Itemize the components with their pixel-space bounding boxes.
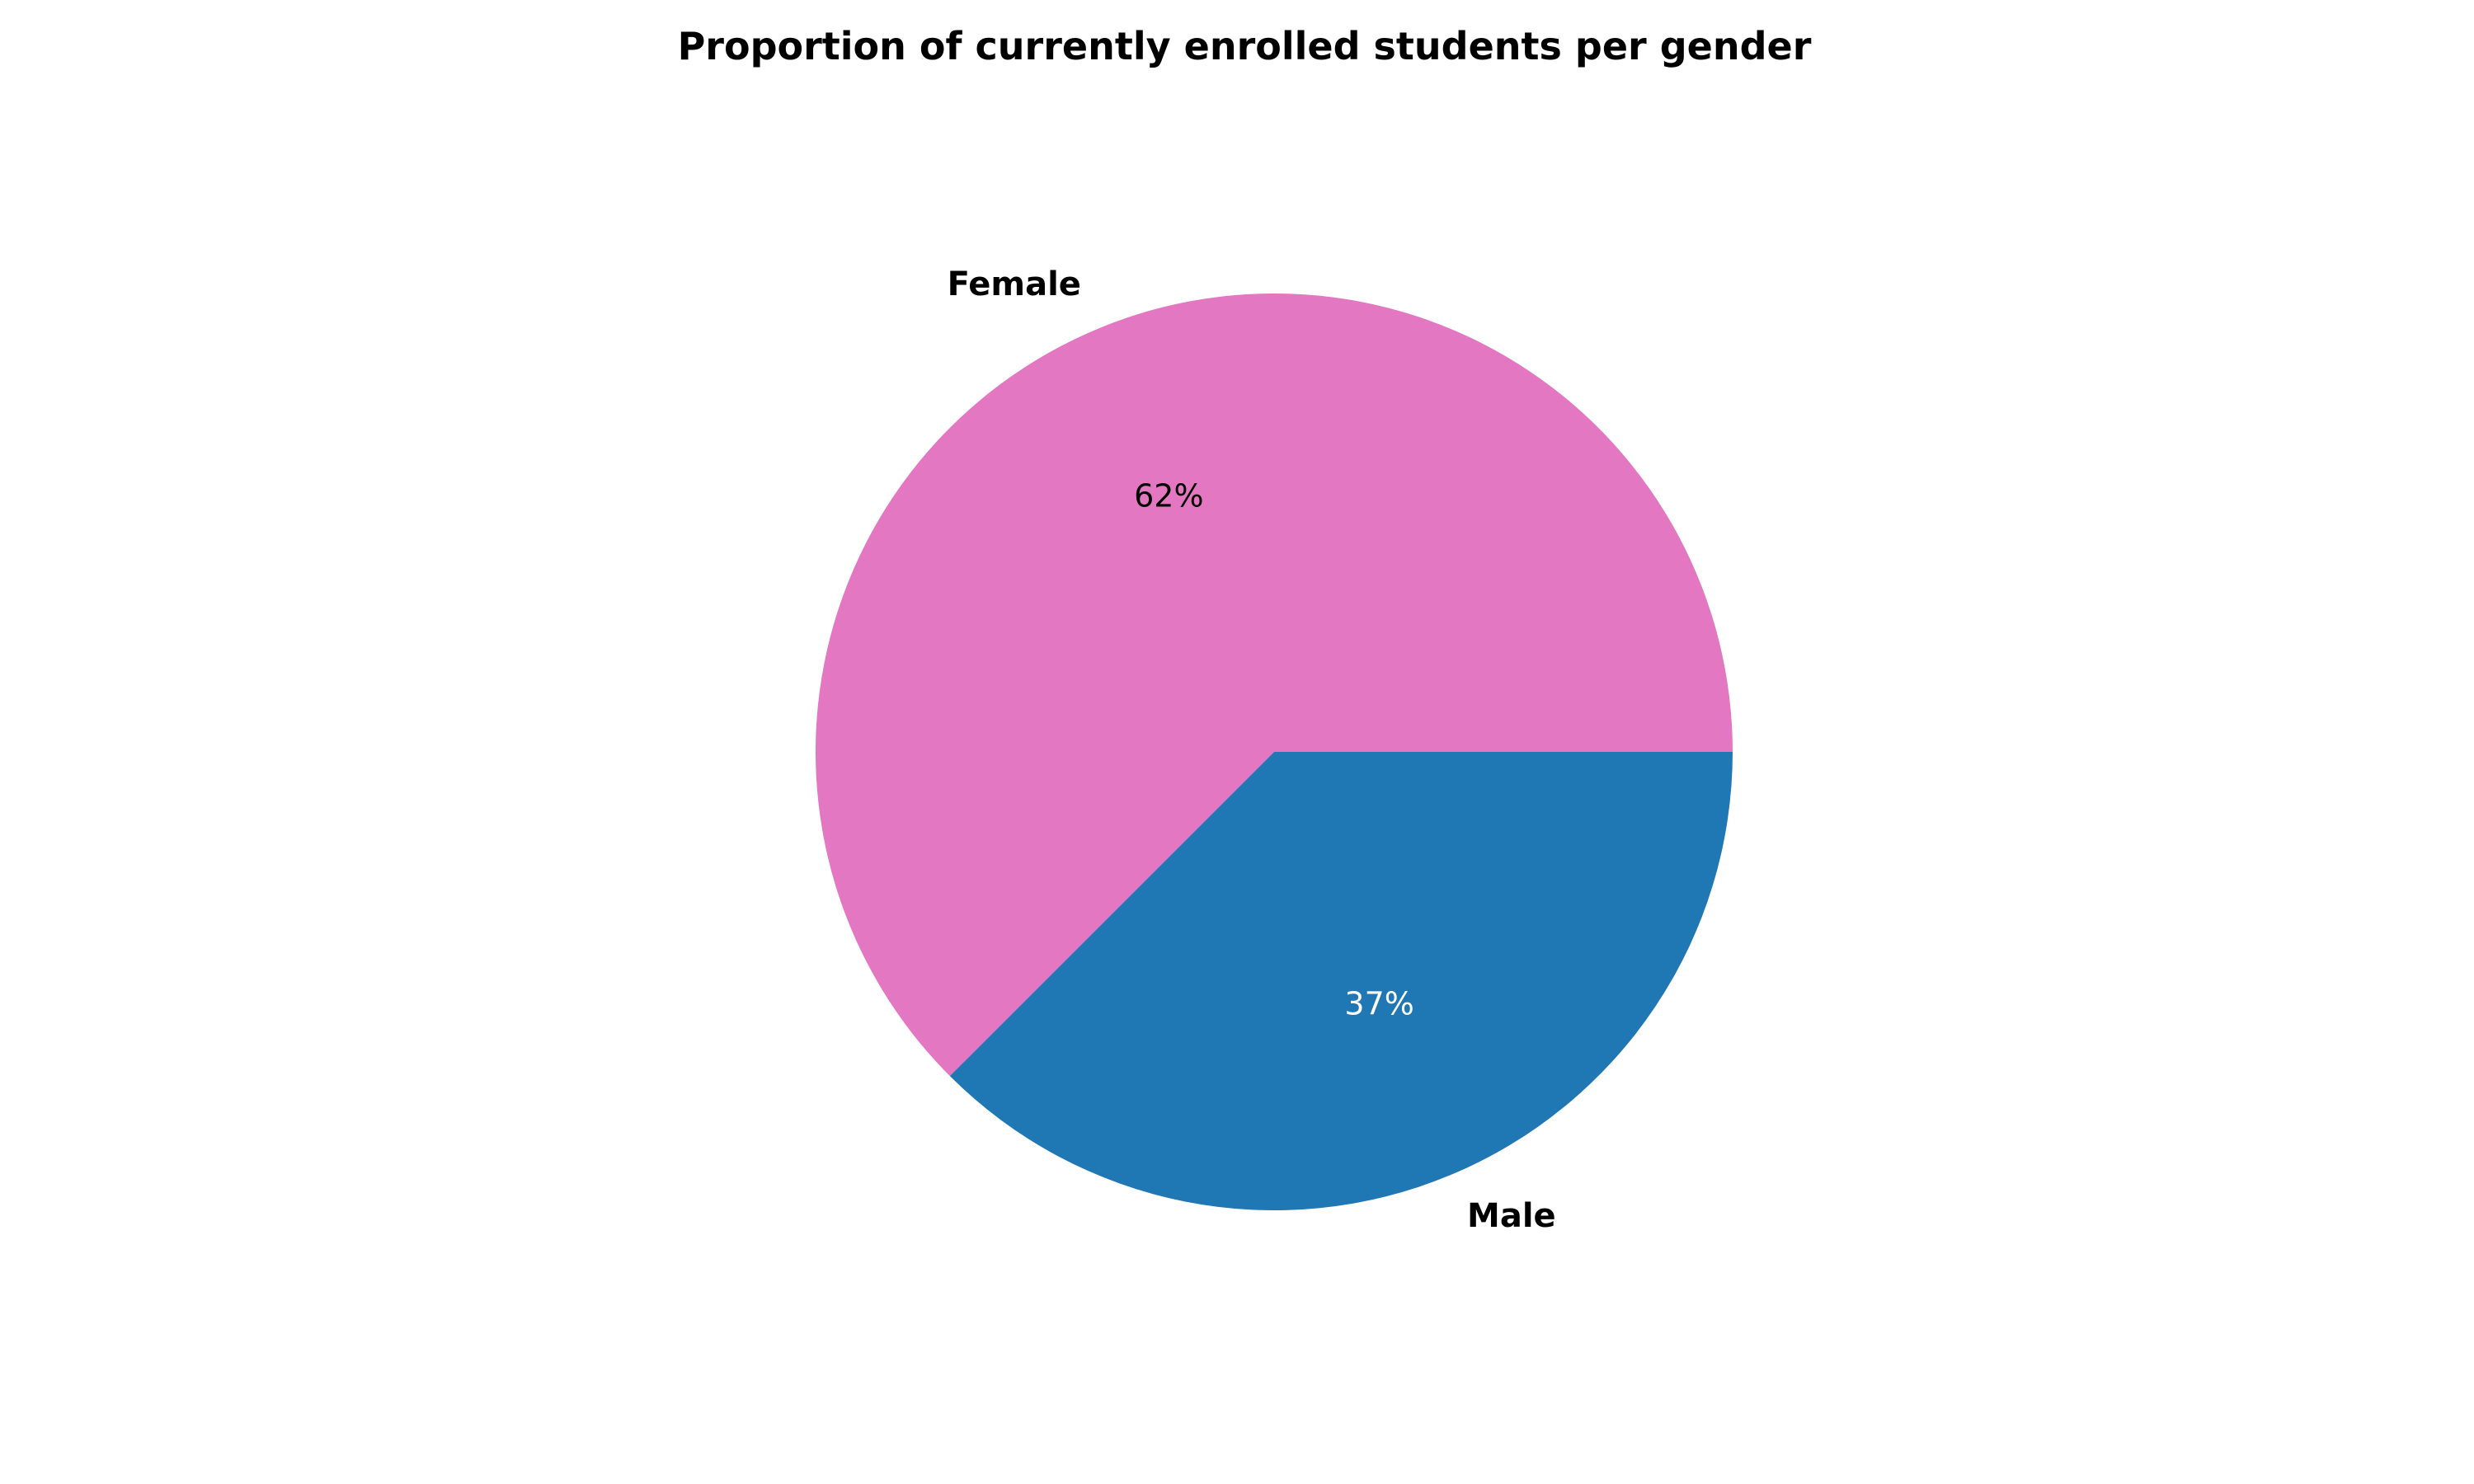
pie-slice-female [816,294,1733,1077]
slice-label-female: Female [948,265,1081,303]
slice-label-male: Male [1467,1197,1556,1235]
slices-layer [816,294,1733,1211]
slice-percent-male: 37% [1344,986,1413,1022]
slice-percent-female: 62% [1134,477,1203,514]
labels-layer: Female 62% Male 37% [948,265,1556,1235]
pie-slice-male [949,752,1733,1211]
chart-title: Proportion of currently enrolled student… [678,24,1812,68]
